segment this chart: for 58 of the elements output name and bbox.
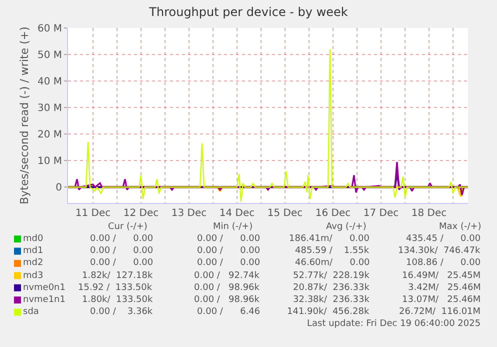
x-tick-label: 16 Dec [315,208,351,219]
text: 0.00 / 6.46 [197,307,260,317]
x-tick-label: 18 Dec [411,208,447,219]
text: 16.49M/ 25.45M [402,271,481,281]
text: 0.00 / 0.00 [90,246,154,256]
text: Cur (-/+) [108,222,148,232]
line-series [68,161,468,196]
y-tick-label: 60 M [37,24,62,34]
y-tick-label: 50 M [37,50,62,62]
text: Min (-/+) [213,222,253,232]
text: Max (-/+) [439,222,482,232]
text: Last update: Fri Dec 19 06:40:00 2025 [307,319,481,329]
legend-label: md3 [23,271,44,281]
text: 0.00 / 98.96k [194,295,260,305]
y-tick-label: 20 M [37,130,62,141]
text: 46.60m/ 0.00 [295,258,370,268]
text: 435.45 / 0.00 [406,234,481,244]
y-tick-label: 0 [56,182,62,194]
text: 0.00 / 3.36k [90,307,154,317]
y-tick-label: 40 M [37,76,62,88]
text: 0.00 / 0.00 [197,234,260,244]
x-tick-label: 11 Dec [75,208,111,219]
text: 134.30k/ 746.47k [398,246,481,256]
text: 20.87k/ 236.33k [293,283,370,293]
x-tick-label: 13 Dec [171,208,207,219]
text: Avg (-/+) [326,222,366,232]
legend-label: md1 [23,246,44,256]
text: 108.86 / 0.00 [406,258,481,268]
legend-label: nvme1n1 [23,295,66,305]
text: 0.00 / 92.74k [194,271,260,281]
legend-label: nvme0n1 [23,283,66,293]
text: 0.00 / 0.00 [90,234,154,244]
text: 1.80k/ 133.50k [82,295,154,305]
legend-label: sda [23,307,39,317]
text: 141.90k/ 456.28k [287,307,370,317]
x-tick-label: 12 Dec [123,208,159,219]
x-tick-label: 14 Dec [219,208,255,219]
y-tick-label: 10 M [37,156,62,168]
text: 13.07M/ 25.46M [402,295,481,305]
text: 0.00 / 98.96k [194,283,260,293]
text: 15.92 / 133.50k [78,283,153,293]
x-tick-label: 17 Dec [363,208,399,219]
legend-label: md2 [23,258,44,268]
text: 52.77k/ 228.19k [293,271,370,281]
text: 32.38k/ 236.33k [293,295,370,305]
chart-title: Throughput per device - by week [148,5,348,20]
text: 186.41m/ 0.00 [289,234,370,244]
text: 0.00 / 0.00 [197,258,260,268]
y-axis-title: Bytes/second read (-) / write (+) [18,26,32,204]
text: 1.82k/ 127.18k [82,271,154,281]
legend-label: md0 [23,234,44,244]
text: 485.59 / 1.55k [295,246,370,256]
y-tick-label: 30 M [37,103,62,114]
text: 26.72M/ 116.01M [399,307,481,317]
text: 3.42M/ 25.46M [408,283,481,293]
text: 0.00 / 0.00 [197,246,260,256]
x-tick-label: 15 Dec [267,208,303,219]
text: 0.00 / 0.00 [90,258,154,268]
